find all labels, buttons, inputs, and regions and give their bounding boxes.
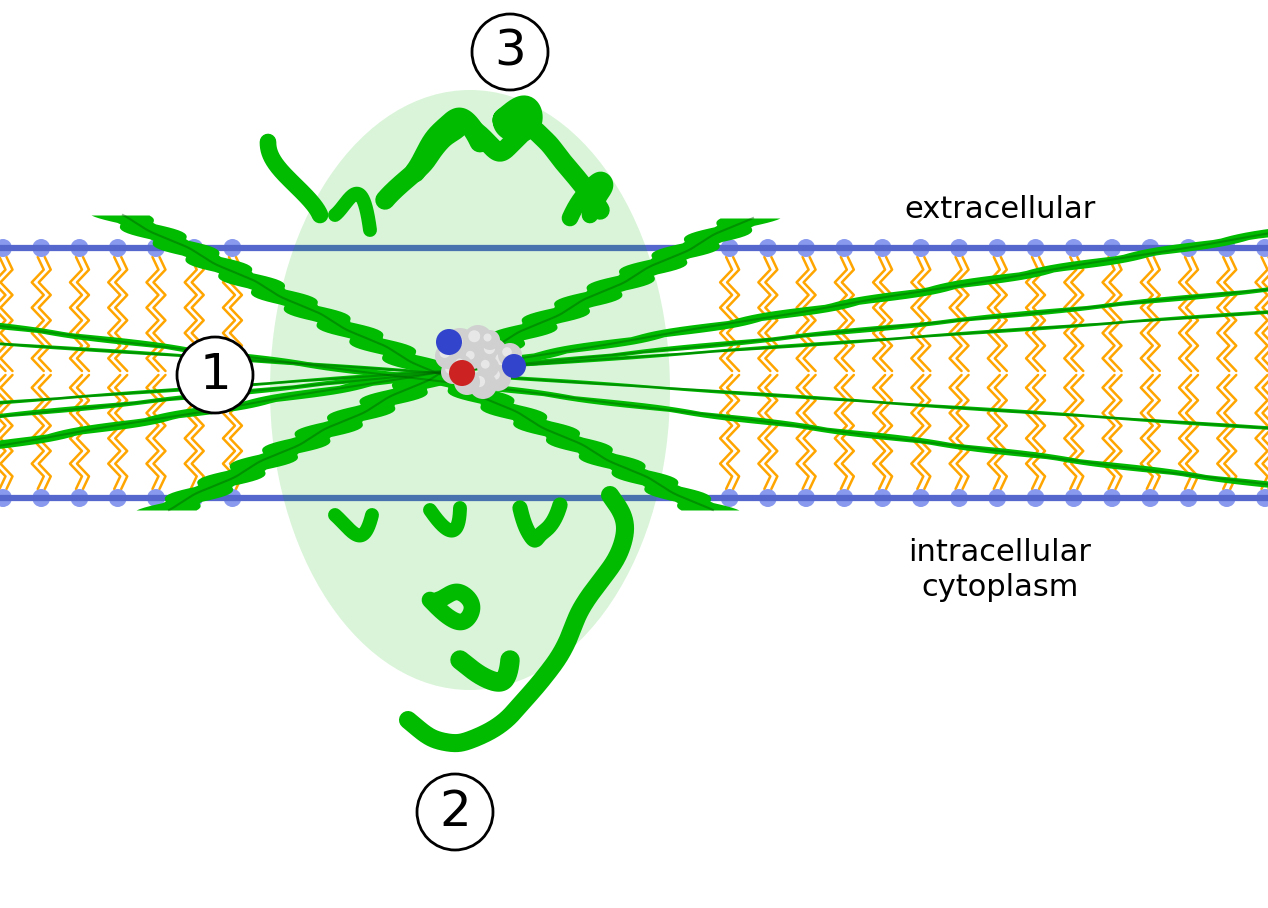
Circle shape [435, 343, 462, 369]
Circle shape [474, 376, 486, 387]
Circle shape [449, 334, 463, 348]
Circle shape [481, 330, 500, 350]
Circle shape [502, 354, 526, 378]
Circle shape [798, 489, 815, 507]
Circle shape [1217, 489, 1236, 507]
Circle shape [185, 489, 203, 507]
Circle shape [417, 774, 493, 850]
Circle shape [454, 369, 481, 395]
Circle shape [484, 343, 495, 354]
Circle shape [468, 331, 481, 342]
Circle shape [1217, 239, 1236, 257]
Circle shape [443, 328, 477, 362]
Circle shape [0, 239, 11, 257]
Circle shape [1027, 239, 1045, 257]
Circle shape [912, 489, 929, 507]
Circle shape [874, 239, 891, 257]
Circle shape [479, 338, 507, 366]
Text: 3: 3 [495, 28, 526, 76]
Circle shape [436, 329, 462, 355]
Circle shape [912, 239, 929, 257]
Circle shape [1141, 239, 1159, 257]
Circle shape [463, 325, 493, 355]
Circle shape [483, 333, 492, 341]
Text: 1: 1 [199, 351, 231, 399]
Circle shape [462, 347, 484, 369]
Text: extracellular: extracellular [904, 195, 1096, 224]
Circle shape [798, 239, 815, 257]
Circle shape [455, 359, 464, 367]
Circle shape [477, 356, 500, 378]
Circle shape [1065, 239, 1083, 257]
Circle shape [178, 337, 254, 413]
Circle shape [1179, 489, 1197, 507]
Circle shape [147, 239, 165, 257]
Circle shape [489, 348, 520, 378]
Circle shape [720, 239, 738, 257]
Circle shape [1103, 239, 1121, 257]
Circle shape [459, 373, 469, 384]
Circle shape [445, 364, 455, 374]
Circle shape [1027, 489, 1045, 507]
Circle shape [32, 489, 51, 507]
Circle shape [950, 239, 967, 257]
Text: intracellular
cytoplasm: intracellular cytoplasm [908, 538, 1092, 602]
Text: 2: 2 [439, 788, 470, 836]
Circle shape [950, 489, 967, 507]
Circle shape [449, 360, 476, 386]
Circle shape [71, 239, 89, 257]
Circle shape [441, 360, 465, 384]
Circle shape [874, 489, 891, 507]
Circle shape [836, 239, 853, 257]
Circle shape [1257, 239, 1268, 257]
Circle shape [1103, 489, 1121, 507]
Circle shape [109, 239, 127, 257]
Circle shape [472, 14, 548, 90]
Circle shape [32, 239, 51, 257]
Circle shape [758, 489, 777, 507]
Circle shape [498, 343, 522, 367]
Circle shape [0, 489, 11, 507]
Circle shape [223, 489, 241, 507]
Circle shape [109, 489, 127, 507]
Circle shape [469, 371, 497, 399]
Circle shape [223, 239, 241, 257]
Circle shape [185, 239, 203, 257]
Circle shape [502, 347, 512, 357]
Circle shape [1179, 239, 1197, 257]
Circle shape [465, 350, 474, 360]
Circle shape [720, 489, 738, 507]
Circle shape [988, 239, 1007, 257]
Circle shape [836, 489, 853, 507]
Circle shape [481, 360, 489, 369]
Circle shape [147, 489, 165, 507]
Circle shape [1065, 489, 1083, 507]
Circle shape [440, 348, 450, 358]
Circle shape [451, 355, 472, 375]
Circle shape [71, 489, 89, 507]
Circle shape [1257, 489, 1268, 507]
Circle shape [988, 489, 1007, 507]
Circle shape [1141, 489, 1159, 507]
Circle shape [758, 239, 777, 257]
Ellipse shape [270, 90, 670, 690]
Circle shape [496, 353, 507, 365]
Circle shape [489, 370, 500, 380]
Circle shape [484, 365, 511, 391]
